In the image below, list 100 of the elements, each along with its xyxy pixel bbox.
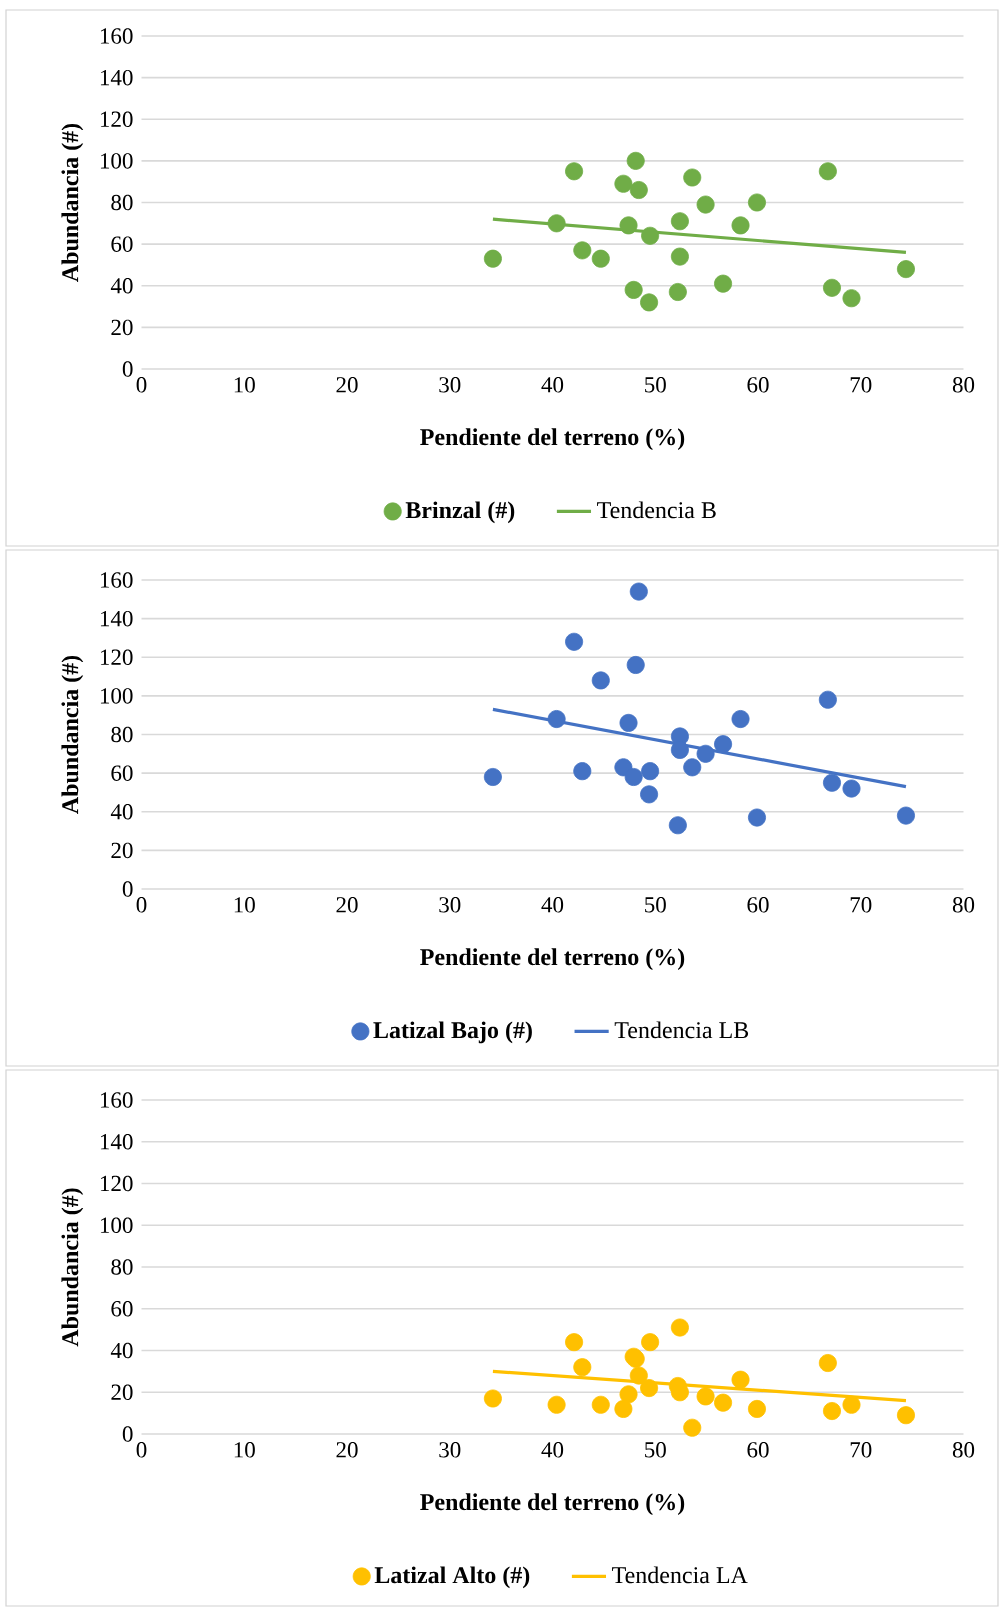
point bbox=[822, 773, 841, 792]
y-axis-title: Abundancia (#) bbox=[61, 1188, 84, 1347]
legend-label: Tendencia LB bbox=[614, 1021, 749, 1039]
point bbox=[747, 808, 766, 827]
point bbox=[670, 212, 689, 231]
y-tick-label: 100 bbox=[100, 688, 133, 704]
point bbox=[668, 816, 687, 835]
point bbox=[896, 806, 915, 825]
x-tick-label: 70 bbox=[850, 377, 872, 393]
point bbox=[483, 249, 502, 268]
legend-label: Brinzal (#) bbox=[405, 501, 515, 524]
x-tick-label: 10 bbox=[234, 377, 255, 393]
x-tick-label: 30 bbox=[439, 897, 461, 913]
x-tick-label: 40 bbox=[541, 1442, 564, 1458]
y-tick-label: 120 bbox=[100, 649, 133, 665]
point bbox=[640, 785, 659, 804]
y-tick-label: 40 bbox=[110, 278, 133, 294]
x-tick-label: 70 bbox=[850, 1442, 872, 1458]
point bbox=[683, 168, 702, 187]
y-tick-label: 20 bbox=[111, 1384, 133, 1400]
point bbox=[626, 151, 645, 170]
x-tick-label: 80 bbox=[952, 897, 975, 913]
point bbox=[547, 1395, 566, 1414]
y-tick-label: 0 bbox=[122, 881, 133, 897]
x-tick-label: 60 bbox=[747, 897, 769, 913]
y-tick-label: 120 bbox=[100, 1175, 133, 1192]
point bbox=[614, 174, 633, 193]
point bbox=[818, 162, 837, 181]
point bbox=[896, 260, 915, 279]
point bbox=[670, 1318, 689, 1337]
point bbox=[747, 1399, 766, 1418]
x-axis-title: Pendiente del terreno (%) bbox=[420, 1493, 685, 1516]
x-tick-label: 60 bbox=[747, 1442, 769, 1458]
point bbox=[614, 1399, 633, 1418]
point bbox=[683, 1418, 702, 1437]
y-tick-label: 100 bbox=[100, 153, 133, 169]
point bbox=[483, 767, 502, 786]
point bbox=[565, 632, 584, 651]
x-tick-label: 50 bbox=[645, 1442, 666, 1458]
y-axis-title: Abundancia (#) bbox=[61, 655, 84, 814]
x-axis-title: Pendiente del terreno (%) bbox=[420, 428, 685, 451]
point bbox=[640, 1379, 659, 1398]
point bbox=[696, 1387, 715, 1406]
point bbox=[629, 181, 648, 200]
x-tick-label: 10 bbox=[234, 1442, 255, 1458]
y-tick-label: 120 bbox=[100, 111, 133, 127]
point bbox=[591, 1395, 610, 1414]
y-tick-label: 100 bbox=[100, 1217, 133, 1233]
x-tick-label: 20 bbox=[336, 897, 358, 913]
y-tick-label: 40 bbox=[110, 1342, 133, 1359]
y-tick-label: 60 bbox=[111, 765, 133, 781]
y-axis-title: Abundancia (#) bbox=[61, 123, 84, 282]
point bbox=[624, 767, 643, 786]
point bbox=[818, 690, 837, 709]
point bbox=[629, 1366, 648, 1385]
point bbox=[668, 282, 687, 301]
x-axis-title: Pendiente del terreno (%) bbox=[420, 948, 685, 971]
y-tick-label: 140 bbox=[100, 610, 133, 627]
point bbox=[731, 1370, 750, 1389]
point bbox=[714, 274, 733, 293]
point bbox=[640, 293, 659, 312]
x-tick-label: 0 bbox=[136, 1442, 147, 1458]
y-tick-label: 0 bbox=[122, 361, 133, 377]
y-tick-label: 0 bbox=[122, 1426, 133, 1442]
legend-label: Tendencia B bbox=[597, 501, 716, 519]
point bbox=[573, 241, 592, 260]
y-tick-label: 40 bbox=[110, 804, 133, 820]
point bbox=[696, 195, 715, 214]
point bbox=[670, 247, 689, 266]
point bbox=[842, 779, 861, 798]
point bbox=[619, 1385, 638, 1404]
y-tick-label: 60 bbox=[111, 236, 133, 252]
x-tick-label: 50 bbox=[645, 377, 666, 393]
legend-label: Latizal Bajo (#) bbox=[373, 1021, 532, 1044]
point bbox=[731, 710, 750, 729]
point bbox=[565, 162, 584, 181]
y-tick-label: 80 bbox=[111, 726, 133, 743]
x-tick-label: 30 bbox=[439, 377, 461, 393]
point bbox=[641, 226, 660, 245]
point bbox=[842, 1395, 861, 1414]
point bbox=[547, 214, 566, 233]
point bbox=[641, 762, 660, 781]
y-tick-label: 140 bbox=[100, 1134, 133, 1150]
y-tick-label: 80 bbox=[111, 194, 133, 211]
point bbox=[731, 216, 750, 235]
point bbox=[747, 193, 766, 212]
point bbox=[641, 1333, 660, 1352]
point bbox=[822, 1402, 841, 1421]
y-tick-label: 20 bbox=[111, 319, 133, 336]
point bbox=[714, 735, 733, 754]
point bbox=[842, 289, 861, 308]
y-tick-label: 80 bbox=[111, 1259, 133, 1275]
x-tick-label: 70 bbox=[850, 897, 872, 913]
x-tick-label: 80 bbox=[952, 1442, 975, 1458]
point bbox=[619, 216, 638, 235]
point bbox=[591, 249, 610, 268]
y-tick-label: 140 bbox=[100, 69, 133, 86]
point bbox=[822, 278, 841, 297]
x-tick-label: 0 bbox=[136, 377, 147, 393]
legend-label: Latizal Alto (#) bbox=[374, 1566, 530, 1589]
